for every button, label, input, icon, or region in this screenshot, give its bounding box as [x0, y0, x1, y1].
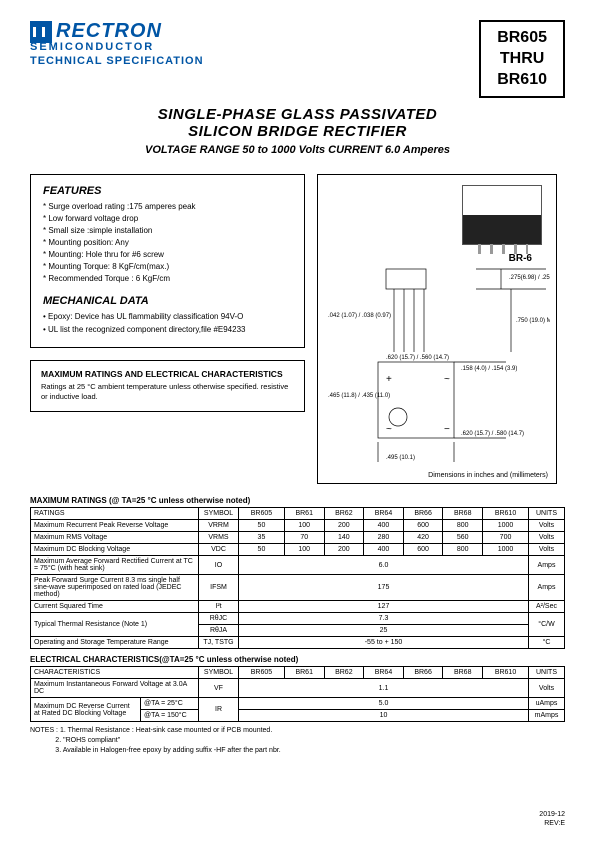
table-row: Maximum DC Blocking VoltageVDC5010020040…	[31, 544, 565, 556]
note-item: 2. "ROHS compliant"	[55, 737, 120, 744]
col-units: UNITS	[529, 508, 565, 520]
table-row: Maximum Recurrent Peak Reverse VoltageVR…	[31, 520, 565, 532]
title-subtitle: VOLTAGE RANGE 50 to 1000 Volts CURRENT 6…	[30, 144, 565, 156]
left-column: FEATURES Surge overload rating :175 ampe…	[30, 174, 305, 412]
svg-text:~: ~	[386, 424, 392, 435]
dim-text: .750 (19.0) MIN.	[516, 318, 550, 324]
max-ratings-description-box: MAXIMUM RATINGS AND ELECTRICAL CHARACTER…	[30, 360, 305, 412]
table-header-row: CHARACTERISTICS SYMBOL BR605 BR61 BR62 B…	[31, 667, 565, 679]
page: RECTRON SEMICONDUCTOR TECHNICAL SPECIFIC…	[0, 0, 595, 842]
table-row: Operating and Storage Temperature RangeT…	[31, 637, 565, 649]
dim-text: .620 (15.7) / .580 (14.7)	[461, 431, 524, 437]
table-row: Current Squared TimeI²t127A²/Sec	[31, 601, 565, 613]
col-part: BR66	[403, 667, 443, 679]
svg-text:~: ~	[444, 374, 450, 385]
logo-icon	[30, 21, 52, 43]
col-part: BR68	[443, 667, 483, 679]
header: RECTRON SEMICONDUCTOR TECHNICAL SPECIFIC…	[30, 20, 565, 98]
col-symbol: SYMBOL	[199, 667, 239, 679]
col-part: BR62	[324, 508, 364, 520]
col-part: BR66	[403, 508, 443, 520]
max-ratings-table: RATINGS SYMBOL BR605 BR61 BR62 BR64 BR66…	[30, 507, 565, 649]
title-line-1: SINGLE-PHASE GLASS PASSIVATED	[30, 106, 565, 123]
feature-item: Mounting: Hole thru for #6 screw	[43, 249, 292, 261]
dimension-note: Dimensions in inches and (millimeters)	[428, 472, 548, 479]
col-units: UNITS	[529, 667, 565, 679]
dim-text: .495 (10.1)	[386, 455, 415, 461]
col-part: BR610	[483, 667, 529, 679]
feature-item: Surge overload rating :175 amperes peak	[43, 201, 292, 213]
max-box-heading: MAXIMUM RATINGS AND ELECTRICAL CHARACTER…	[41, 369, 294, 379]
package-diagram-box: BR-6 + ~ ~ −	[317, 174, 557, 484]
feature-item: Low forward voltage drop	[43, 213, 292, 225]
notes-block: NOTES : 1. Thermal Resistance : Heat-sin…	[30, 726, 565, 755]
footer-rev: REV:E	[539, 819, 565, 828]
dim-text: .158 (4.0) / .154 (3.9)	[461, 366, 517, 372]
col-ratings: RATINGS	[31, 508, 199, 520]
part-line-3: BR610	[497, 70, 547, 91]
col-symbol: SYMBOL	[199, 508, 239, 520]
notes-prefix: NOTES :	[30, 727, 58, 734]
feature-item: Small size :simple installation	[43, 225, 292, 237]
table-row: Maximum DC Reverse Current at Rated DC B…	[31, 698, 565, 710]
dim-text: .042 (1.07) / .038 (0.97)	[328, 313, 391, 319]
logo-block: RECTRON SEMICONDUCTOR TECHNICAL SPECIFIC…	[30, 20, 204, 67]
max-ratings-title: MAXIMUM RATINGS (@ TA=25 °C unless other…	[30, 496, 565, 505]
brand-name: RECTRON	[56, 20, 162, 43]
table-row: Maximum Instantaneous Forward Voltage at…	[31, 679, 565, 698]
table-row: Maximum RMS VoltageVRMS35701402804205607…	[31, 532, 565, 544]
features-list: Surge overload rating :175 amperes peak …	[43, 201, 292, 285]
title-line-2: SILICON BRIDGE RECTIFIER	[30, 123, 565, 140]
mechanical-item: UL list the recognized component directo…	[43, 324, 292, 337]
features-heading: FEATURES	[43, 185, 292, 197]
dim-text: .465 (11.8) / .435 (11.0)	[328, 393, 390, 399]
logo: RECTRON	[30, 20, 204, 43]
feature-item: Recommended Torque : 6 KgF/cm	[43, 273, 292, 285]
mechanical-heading: MECHANICAL DATA	[43, 295, 292, 307]
table-row: Maximum Average Forward Rectified Curren…	[31, 556, 565, 575]
mechanical-item: Epoxy: Device has UL flammability classi…	[43, 311, 292, 324]
table-row: Typical Thermal Resistance (Note 1)RθJC7…	[31, 613, 565, 625]
dimension-drawing: + ~ ~ − .275(6.98) / .255(6.48) .750 (19…	[326, 267, 550, 467]
col-part: BR61	[284, 508, 324, 520]
mechanical-list: Epoxy: Device has UL flammability classi…	[43, 311, 292, 337]
col-part: BR61	[284, 667, 324, 679]
dim-text: .620 (15.7) / .560 (14.7)	[386, 355, 449, 361]
footer: 2019-12 REV:E	[539, 810, 565, 828]
title-block: SINGLE-PHASE GLASS PASSIVATED SILICON BR…	[30, 106, 565, 156]
elec-char-table: CHARACTERISTICS SYMBOL BR605 BR61 BR62 B…	[30, 666, 565, 722]
col-part: BR64	[364, 508, 404, 520]
brand-sub: SEMICONDUCTOR	[30, 41, 204, 53]
max-box-text: Ratings at 25 °C ambient temperature unl…	[41, 382, 294, 403]
note-item: 1. Thermal Resistance : Heat-sink case m…	[60, 727, 272, 734]
package-photo	[462, 185, 542, 245]
col-part: BR605	[239, 667, 285, 679]
note-item: 3. Available in Halogen-free epoxy by ad…	[55, 747, 280, 754]
table-header-row: RATINGS SYMBOL BR605 BR61 BR62 BR64 BR66…	[31, 508, 565, 520]
col-char: CHARACTERISTICS	[31, 667, 199, 679]
feature-item: Mounting position: Any	[43, 237, 292, 249]
col-part: BR605	[239, 508, 285, 520]
features-box: FEATURES Surge overload rating :175 ampe…	[30, 174, 305, 348]
col-part: BR64	[364, 667, 404, 679]
spec-label: TECHNICAL SPECIFICATION	[30, 55, 204, 67]
dim-text: .275(6.98) / .255(6.48)	[509, 275, 550, 281]
package-label: BR-6	[509, 253, 532, 264]
col-part: BR62	[324, 667, 364, 679]
part-line-1: BR605	[497, 28, 547, 49]
svg-text:−: −	[444, 424, 450, 435]
col-part: BR68	[443, 508, 483, 520]
elec-char-title: ELECTRICAL CHARACTERISTICS(@TA=25 °C unl…	[30, 655, 565, 664]
table-row: Peak Forward Surge Current 8.3 ms single…	[31, 575, 565, 601]
footer-date: 2019-12	[539, 810, 565, 819]
svg-text:+: +	[386, 374, 392, 385]
part-line-2: THRU	[497, 49, 547, 70]
col-part: BR610	[483, 508, 529, 520]
feature-item: Mounting Torque: 8 KgF/cm(max.)	[43, 261, 292, 273]
part-number-box: BR605 THRU BR610	[479, 20, 565, 98]
mid-row: FEATURES Surge overload rating :175 ampe…	[30, 174, 565, 484]
